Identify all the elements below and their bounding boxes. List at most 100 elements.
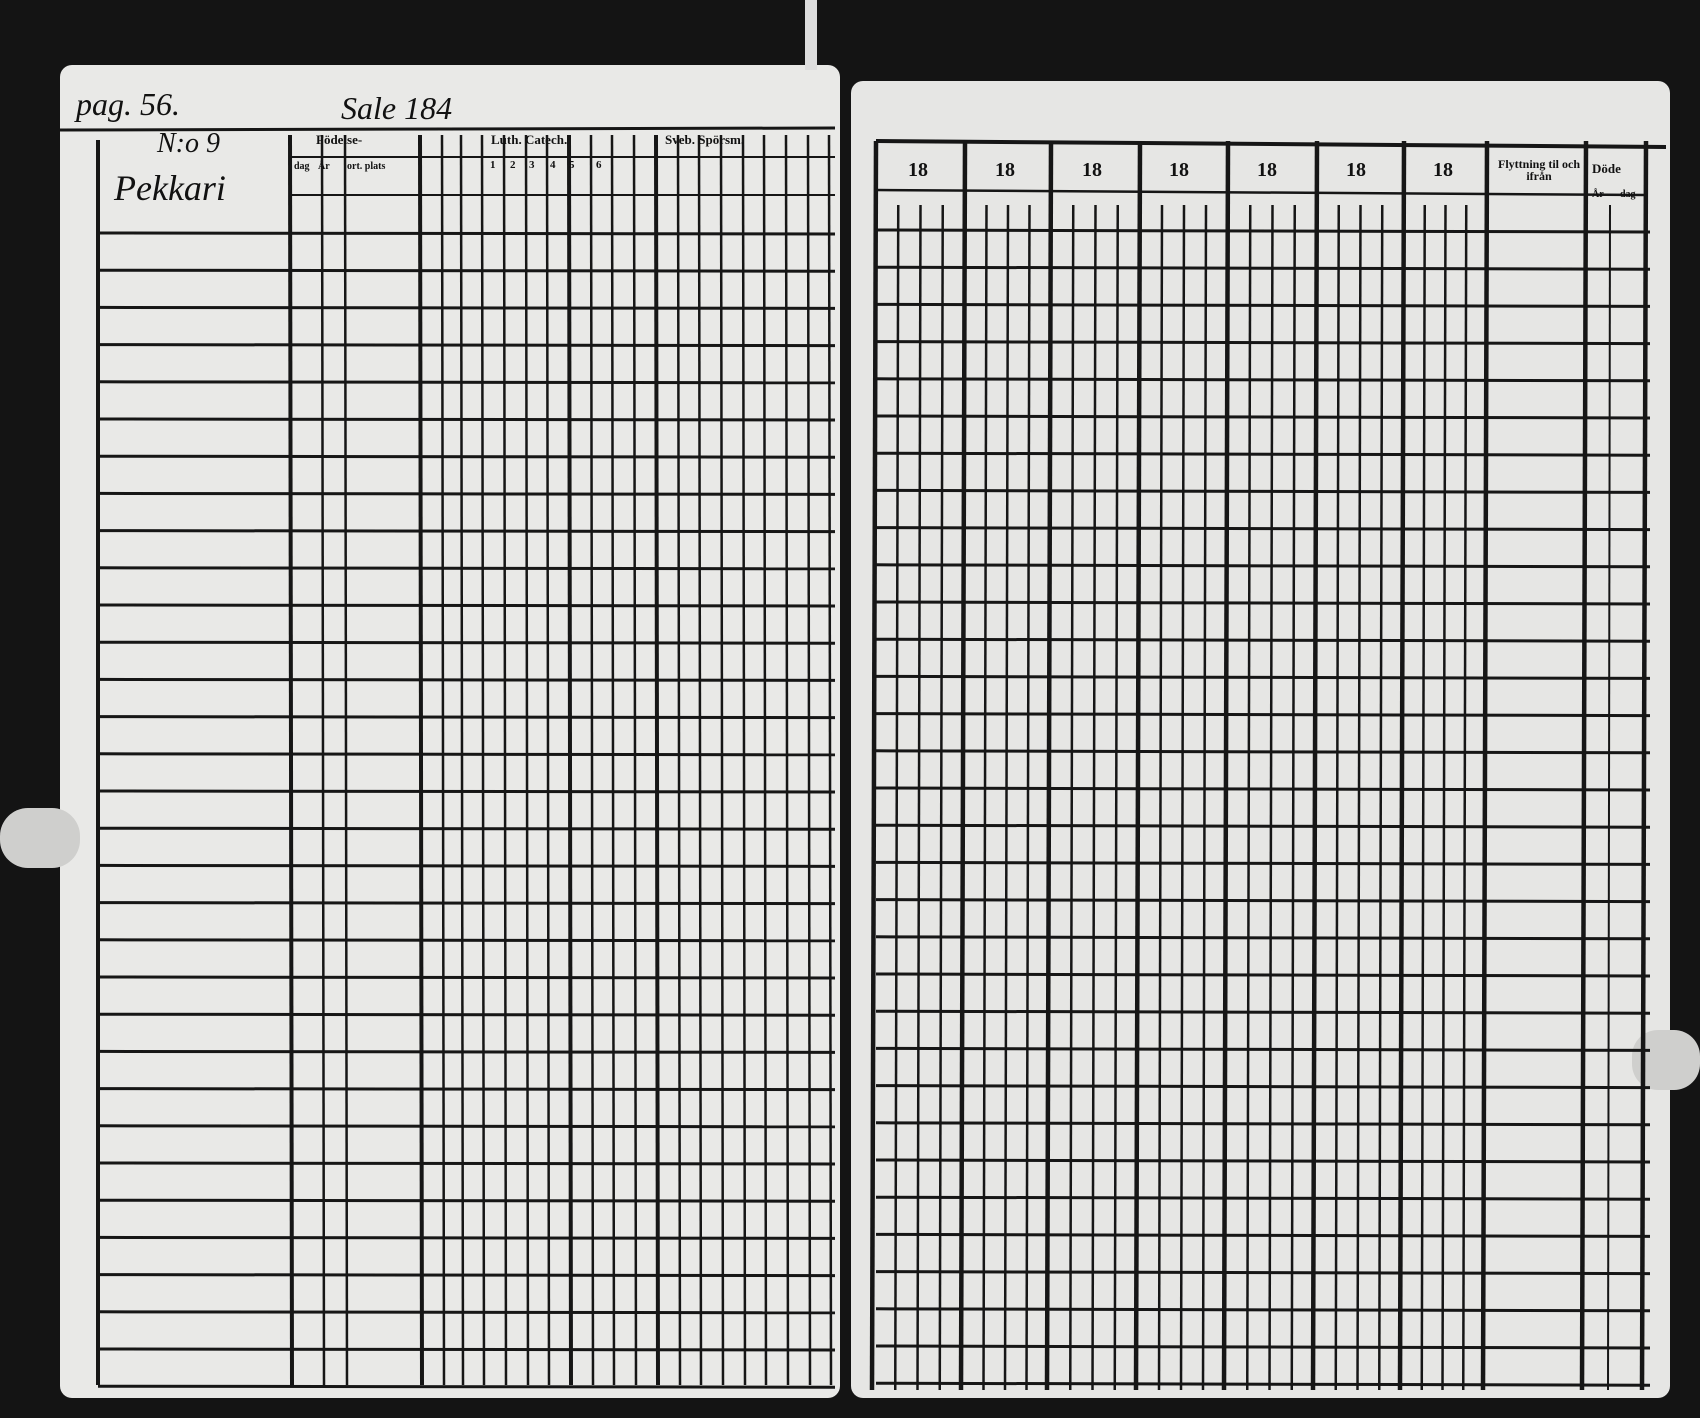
rule [875,1084,1651,1090]
rule [97,975,836,980]
rule [875,749,1651,755]
rule [958,140,968,1391]
rule [97,1198,836,1203]
rule [1334,204,1340,1391]
thumb [0,808,80,868]
rule [875,1046,1651,1052]
rule [875,1307,1651,1313]
rule [97,268,836,273]
rule [869,140,879,1391]
number: N:o 9 [157,128,220,159]
rule [875,1195,1651,1201]
rule [418,134,424,1386]
rule [97,231,836,236]
rule [676,134,682,1386]
header-birth: Födelse- [316,132,363,147]
rule [97,1235,836,1240]
rule [1133,140,1143,1391]
header-deaths-day: dag [1620,189,1636,200]
year-header: 18 [1346,159,1366,181]
rule [875,188,1647,197]
rule [875,1158,1651,1164]
rule [875,1381,1651,1387]
rule [589,134,595,1386]
rule [875,1121,1651,1127]
rule [1441,204,1447,1391]
rule [97,1347,836,1352]
rule [1003,204,1010,1391]
rule [97,1049,836,1054]
rule [524,134,530,1386]
rule [97,1012,836,1017]
farm: Pekkari [114,168,226,208]
catechism-part: 2 [510,159,516,171]
rule [97,1161,836,1166]
rule [741,134,747,1386]
rule [97,417,836,422]
rule [97,1273,836,1278]
rule [875,451,1651,457]
rule [1310,140,1320,1391]
rule [875,600,1651,606]
year-header: 18 [1169,159,1189,181]
rule [916,204,922,1391]
rule [806,134,812,1386]
rule [875,972,1651,978]
rule [97,938,836,943]
rule [502,134,508,1386]
header-place: ort. plats [347,161,386,172]
rule [97,491,836,496]
catechism-part: 6 [596,159,602,171]
rule [1607,204,1611,1391]
rule [1462,204,1468,1391]
header-questions: Sveb. Spörsm. [665,132,745,147]
rule [1480,140,1490,1391]
rule [97,1124,836,1129]
rule [875,860,1651,866]
rule [97,901,836,906]
rule [1378,204,1384,1391]
rule [875,488,1651,494]
rule [1157,204,1164,1391]
rule [875,637,1651,643]
rule [697,134,703,1386]
header-deaths: Döde [1592,161,1621,176]
rule [1268,204,1274,1391]
rule [827,134,833,1386]
rule [875,786,1651,792]
rule [784,134,790,1386]
rule [762,134,768,1386]
rule [97,752,836,757]
rule [1420,204,1426,1391]
rule [459,134,465,1386]
thumb [1632,1030,1700,1090]
rule [1113,204,1119,1391]
right-page [851,81,1670,1398]
rule [545,134,551,1386]
catechism-part: 5 [569,159,575,171]
rule [97,1310,836,1315]
rule [97,715,836,720]
rule [97,603,836,608]
rule [1639,140,1649,1391]
rule [1246,204,1252,1391]
rule [875,935,1651,941]
left-page [60,65,840,1398]
rule [1397,140,1407,1391]
rule [1356,204,1362,1391]
rule [875,526,1651,532]
rule [343,134,349,1386]
rule [875,898,1651,904]
rule [875,340,1651,346]
rule [875,414,1651,420]
header-catechism: Luth. Catech. [491,132,568,147]
binding [805,0,817,70]
header-deaths-year: År [1592,189,1604,200]
rule [875,674,1651,680]
rule [875,377,1651,383]
rule [938,204,944,1391]
header-moving: Flyttning til och ifrån [1497,157,1580,183]
rule [1579,140,1589,1391]
rule [440,134,446,1386]
